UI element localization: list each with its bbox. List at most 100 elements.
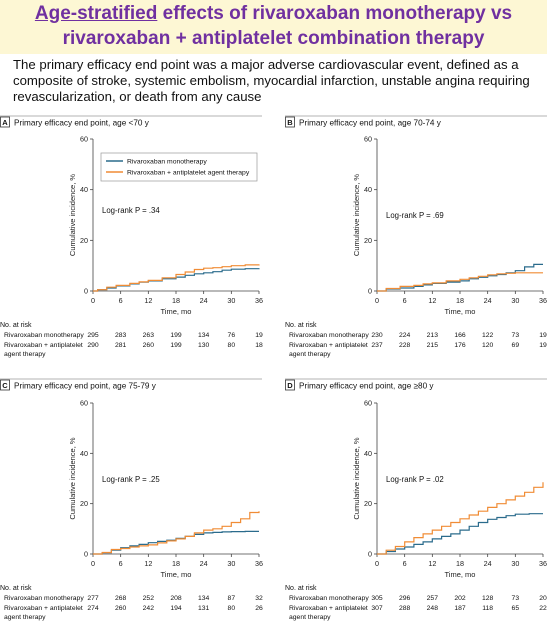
- panel-d-x-tick-label: 24: [484, 559, 492, 568]
- page-title-rest: effects of rivaroxaban monotherapy vs: [157, 3, 513, 24]
- panel-d-x-tick-label: 0: [375, 559, 379, 568]
- panel-a-series-combination-line: [93, 264, 260, 292]
- panel-a-x-tick-label: 0: [91, 296, 95, 305]
- panel-a-risk-value: 76: [228, 332, 236, 339]
- panel-a-legend-box: [100, 152, 258, 182]
- panel-b-risk-value: 215: [427, 342, 439, 349]
- panel-a-x-tick-label: 18: [172, 296, 180, 305]
- panel-b-x-tick-label: 0: [375, 296, 379, 305]
- panel-d-risk-row-label: agent therapy: [289, 614, 331, 621]
- panel-c-x-tick-label: 0: [91, 559, 95, 568]
- panel-b-risk-value: 120: [482, 342, 494, 349]
- panel-c-y-tick-label: 40: [80, 449, 88, 458]
- panel-d-y-tick-label: 0: [368, 550, 372, 559]
- panel-d-risk-value: 118: [482, 605, 493, 612]
- panel-d-risk-value: 248: [427, 605, 439, 612]
- panel-c-logrank: Log-rank P = .25: [102, 475, 160, 484]
- panel-a-risk-value: 134: [198, 332, 210, 339]
- panel-c-risk-value: 131: [198, 605, 210, 612]
- panel-c-y-tick-label: 20: [80, 499, 88, 508]
- panel-b-y-tick-label: 40: [364, 185, 372, 194]
- panel-c-risk-value: 32: [255, 595, 263, 602]
- panel-a-legend-label: Rivaroxaban + antiplatelet agent therapy: [127, 170, 250, 177]
- panel-b-y-tick-label: 60: [364, 135, 372, 144]
- panel-a-x-tick-label: 12: [144, 296, 152, 305]
- panel-c-risk-value: 134: [198, 595, 210, 602]
- panel-a-series-monotherapy-line: [93, 268, 260, 292]
- panel-b-series-combination-line: [377, 272, 543, 292]
- panel-a-legend-label: Rivaroxaban monotherapy: [127, 159, 207, 166]
- panel-d-x-tick-label: 18: [456, 559, 464, 568]
- panel-b-x-tick-label: 12: [428, 296, 436, 305]
- page-title-line-1: Age-stratified effects of rivaroxaban mo…: [0, 3, 547, 25]
- panel-a-y-tick-label: 0: [84, 287, 88, 296]
- panel-a-y-tick-label: 40: [80, 185, 88, 194]
- panel-c-letter-box: [0, 379, 10, 391]
- panel-d-risk-value: 187: [454, 605, 466, 612]
- panel-b-risk-value: 19: [539, 332, 547, 339]
- panel-c-risk-value: 252: [143, 595, 155, 602]
- panel-d-risk-value: 202: [454, 595, 466, 602]
- panel-b-logrank: Log-rank P = .69: [386, 211, 444, 220]
- panel-a-risk-value: 19: [255, 332, 263, 339]
- panel-b-risk-header: No. at risk: [285, 322, 317, 329]
- panel-b-y-tick-label: 0: [368, 287, 372, 296]
- panel-d-logrank: Log-rank P = .02: [386, 475, 444, 484]
- panel-a-risk-value: 80: [228, 342, 236, 349]
- panel-a-y-tick-label: 20: [80, 236, 88, 245]
- panel-c-risk-row-label: Rivaroxaban + antiplatelet: [4, 605, 83, 612]
- panel-d-risk-value: 65: [512, 605, 520, 612]
- description-line-1: The primary efficacy end point was a maj…: [13, 57, 519, 72]
- panel-c-risk-value: 194: [170, 605, 182, 612]
- panel-b-x-tick-label: 30: [511, 296, 519, 305]
- panel-d-y-tick-label: 20: [364, 499, 372, 508]
- panel-a-risk-value: 130: [198, 342, 210, 349]
- panel-b-risk-value: 213: [427, 332, 439, 339]
- panel-a-risk-value: 263: [143, 332, 155, 339]
- panel-a-risk-value: 260: [143, 342, 155, 349]
- panel-a-x-axis-label: Time, mo: [161, 307, 192, 316]
- panel-b-risk-row-label: Rivaroxaban + antiplatelet: [289, 342, 368, 349]
- panel-a-risk-value: 199: [170, 342, 182, 349]
- panel-b-risk-value: 230: [371, 332, 383, 339]
- panel-d-x-tick-label: 6: [403, 559, 407, 568]
- panel-c-risk-value: 208: [170, 595, 182, 602]
- panel-a-letter-box: [0, 116, 10, 128]
- panel-d-risk-row-label: Rivaroxaban + antiplatelet: [289, 605, 368, 612]
- panel-c-risk-row-label: agent therapy: [4, 614, 46, 621]
- panel-c-y-tick-label: 60: [80, 399, 88, 408]
- panel-d-risk-header: No. at risk: [285, 585, 317, 592]
- panel-c-x-tick-label: 18: [172, 559, 180, 568]
- panel-d-series-combination-line: [377, 482, 544, 555]
- panel-a-risk-value: 295: [87, 332, 99, 339]
- panel-c-title: Primary efficacy end point, age 75-79 y: [14, 382, 157, 391]
- panel-a-risk-value: 283: [115, 332, 127, 339]
- page-title-line-2: rivaroxaban + antiplatelet combination t…: [62, 28, 485, 49]
- panel-c-letter: C: [2, 381, 8, 390]
- panel-c-series-combination-line: [93, 511, 260, 555]
- panel-b-risk-value: 224: [399, 332, 411, 339]
- panel-a-x-tick-label: 36: [255, 296, 263, 305]
- panel-a-title: Primary efficacy end point, age <70 y: [14, 119, 150, 128]
- panel-d-x-tick-label: 36: [539, 559, 547, 568]
- panel-c-risk-value: 274: [87, 605, 99, 612]
- panel-b-x-axis-label: Time, mo: [445, 307, 476, 316]
- panel-c-risk-value: 242: [143, 605, 155, 612]
- panel-b-y-axis-label: Cumulative incidence, %: [352, 174, 361, 256]
- panel-a-y-axis-label: Cumulative incidence, %: [68, 174, 77, 256]
- panel-d-risk-value: 73: [512, 595, 520, 602]
- panel-b-risk-value: 166: [454, 332, 466, 339]
- panel-c-risk-value: 268: [115, 595, 127, 602]
- panel-b-risk-value: 122: [482, 332, 494, 339]
- panel-d-risk-row-label: Rivaroxaban monotherapy: [289, 595, 369, 602]
- panel-d-x-axis-label: Time, mo: [445, 570, 476, 579]
- panel-a-risk-value: 290: [87, 342, 99, 349]
- panel-d-series-monotherapy-line: [377, 513, 543, 555]
- panel-b-title: Primary efficacy end point, age 70-74 y: [299, 119, 442, 128]
- panel-c-risk-value: 26: [255, 605, 263, 612]
- panel-b-risk-value: 73: [512, 332, 520, 339]
- panel-d-risk-value: 257: [427, 595, 439, 602]
- panel-c-x-tick-label: 6: [119, 559, 123, 568]
- panel-b-x-tick-label: 6: [403, 296, 407, 305]
- panel-d-risk-value: 305: [371, 595, 383, 602]
